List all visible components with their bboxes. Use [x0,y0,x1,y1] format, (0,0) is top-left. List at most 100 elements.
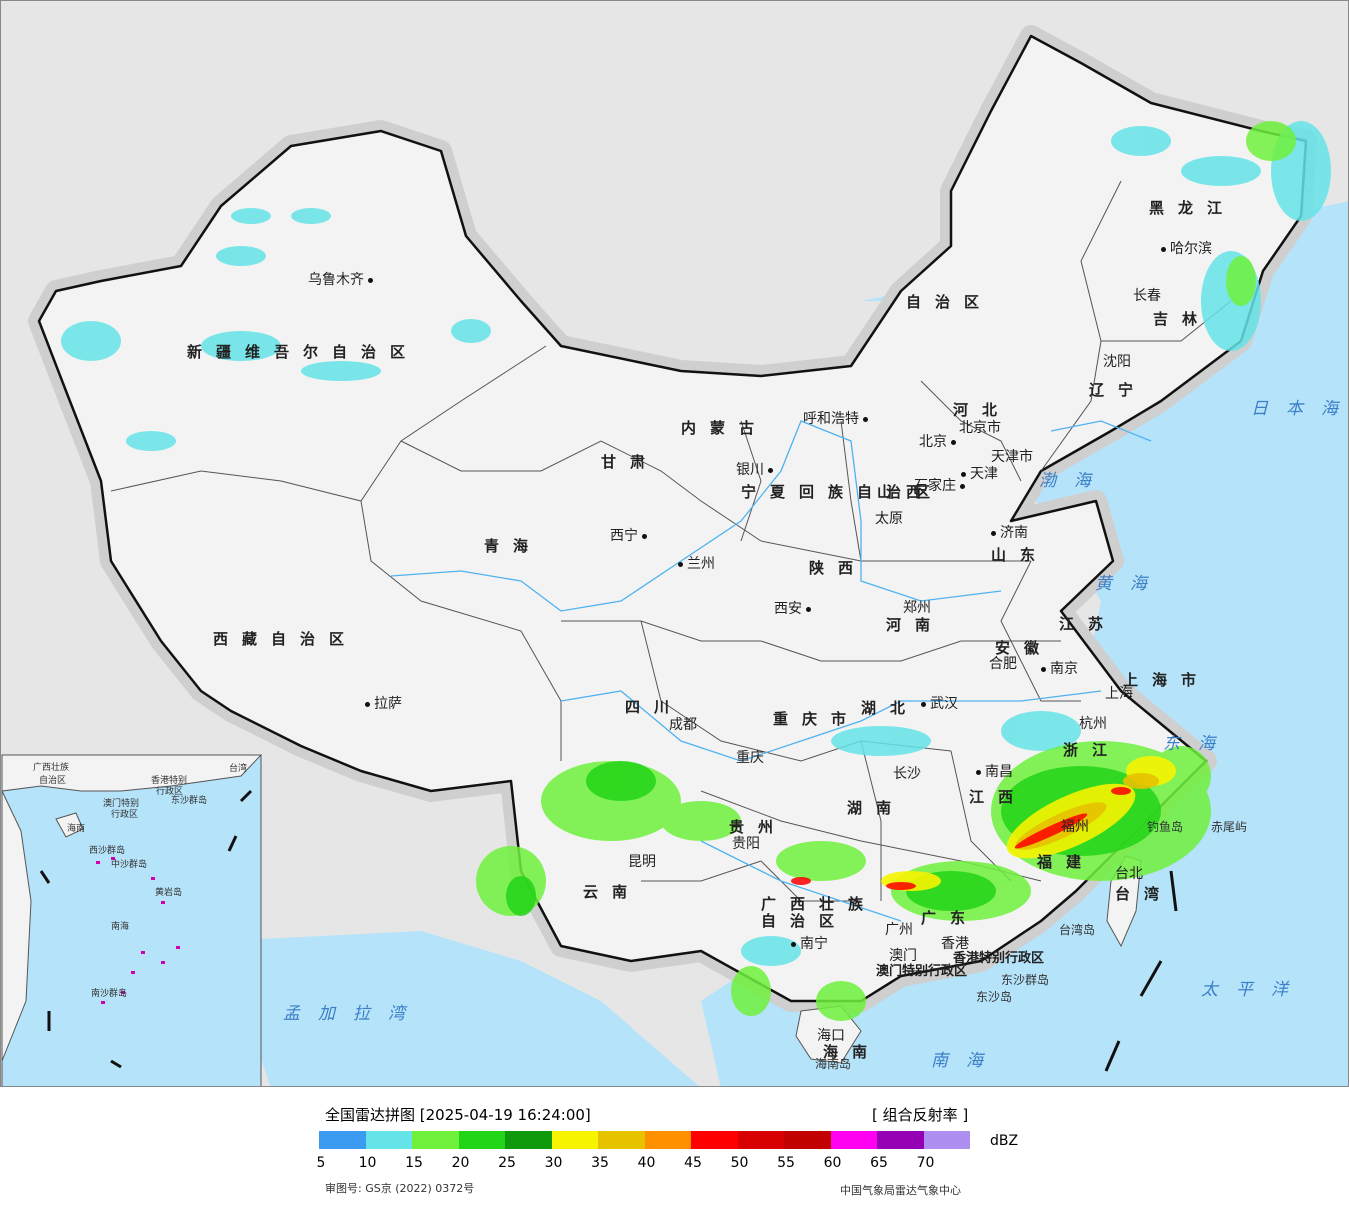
region-label: 新疆维吾尔自治区 [187,343,420,361]
product-name: [ 组合反射率 ] [872,1106,969,1124]
city-label: 广州 [885,922,913,938]
region-label: 海南 [823,1043,882,1061]
sar-label: 香港特别行政区 [953,951,1045,966]
region-label: 吉林 [1153,310,1212,328]
island-label: 赤尾屿 [1211,820,1248,834]
map-canvas [1,25,1348,1086]
color-swatch [691,1131,738,1149]
color-swatch [923,1131,970,1149]
city-label: 济南 [991,522,1028,542]
inset-label: 海南 [67,824,86,834]
color-swatch [319,1131,366,1149]
scale-tick: 15 [405,1155,423,1171]
legend-title: 全国雷达拼图 [2025-04-19 16:24:00] [325,1106,591,1124]
city-label: 海口 [817,1028,845,1044]
region-label: 贵州 [729,818,788,836]
inset-label: 行政区 [156,787,184,797]
region-label: 广西壮族 [761,895,878,913]
region-label: 福建 [1037,853,1096,871]
island-label: 台湾岛 [1059,923,1096,937]
city-label: 兰州 [678,553,715,573]
province-borders [110,180,1232,902]
city-label: 重庆 [736,750,764,766]
color-swatch [830,1131,877,1149]
city-label: 成都 [669,717,697,733]
radar-map: 新疆维吾尔自治区 西藏自治区 青海 甘肃 内蒙古 自治区 黑龙江 吉林 辽宁 河北 山西 陕西 河南 山东… [0,0,1349,1087]
region-label: 西藏自治区 [213,630,359,648]
inset-label: 台湾 [229,764,248,774]
region-label: 自治区 [761,912,849,930]
region-label: 青海 [484,537,543,555]
region-label: 云南 [583,883,642,901]
sea-label: 东海 [1163,734,1233,754]
color-swatch [551,1131,598,1149]
sea-label: 孟加拉湾 [283,1004,423,1024]
region-label: 四川 [625,698,684,716]
city-label: 呼和浩特 [803,408,868,428]
city-label: 沈阳 [1103,354,1131,370]
city-label: 香港 [941,936,969,952]
region-label: 山东 [991,546,1050,564]
city-label: 合肥 [989,656,1017,672]
city-label: 上海 [1105,686,1133,702]
city-label: 拉萨 [365,693,402,713]
city-label: 北京 [919,431,956,451]
inset-label: 广西壮族 [33,763,70,773]
city-label: 长沙 [893,766,921,782]
region-label: 安徽 [995,639,1054,657]
scale-tick: 35 [591,1155,609,1171]
city-label: 南京 [1041,658,1078,678]
rivers [390,420,1152,922]
ocean [701,201,1348,1086]
inset-label: 香港特别 [151,776,188,786]
scale-tick: 5 [316,1155,326,1171]
nine-dash-line [1104,870,1178,1072]
color-scale [319,1131,970,1149]
inset-label: 行政区 [111,810,139,820]
scale-tick: 45 [684,1155,702,1171]
color-swatch [365,1131,412,1149]
city-label: 银川 [736,459,773,479]
approval-number: 审图号: GS京 (2022) 0372号 [325,1182,475,1195]
inset-label: 中沙群岛 [111,860,148,870]
region-label: 湖南 [847,799,906,817]
inset-label: 黄岩岛 [155,888,183,898]
city-label: 昆明 [628,854,656,870]
sea-label: 南海 [931,1051,1001,1071]
color-swatch [737,1131,784,1149]
city-label: 南昌 [976,761,1013,781]
city-label: 石家庄 [914,475,965,495]
city-label: 天津市 [991,449,1033,465]
sea-label: 太平洋 [1201,980,1306,1000]
region-label: 自治区 [906,293,994,311]
city-label: 贵阳 [732,836,760,852]
color-swatch [505,1131,552,1149]
inset-label: 南海 [111,922,130,932]
city-label: 福州 [1061,819,1089,835]
city-label: 台北 [1115,866,1143,882]
island-label: 东沙岛 [976,990,1013,1004]
city-label: 哈尔滨 [1161,238,1212,258]
radar-echoes [61,121,1331,1021]
region-label: 重庆市 [773,710,861,728]
region-label: 河南 [886,616,945,634]
scale-tick: 65 [870,1155,888,1171]
scale-tick: 30 [544,1155,563,1171]
island-label: 海南岛 [815,1057,852,1071]
scale-tick: 20 [451,1155,470,1171]
inset-label: 东沙群岛 [171,796,208,806]
scale-tick: 60 [823,1155,842,1171]
city-label: 武汉 [921,693,958,713]
city-label: 郑州 [903,600,931,616]
inset-label: 澳门特别 [103,799,140,809]
city-label: 杭州 [1079,716,1107,732]
region-label: 内蒙古 [681,419,769,437]
region-label: 河北 [953,401,1012,419]
island-label: 钓鱼岛 [1147,820,1184,834]
sea-label: 渤海 [1039,471,1109,491]
region-label: 黑龙江 [1149,199,1237,217]
island-label: 东沙群岛 [1001,973,1050,987]
region-label: 陕西 [809,559,868,577]
color-swatch [412,1131,459,1149]
color-swatch [877,1131,924,1149]
